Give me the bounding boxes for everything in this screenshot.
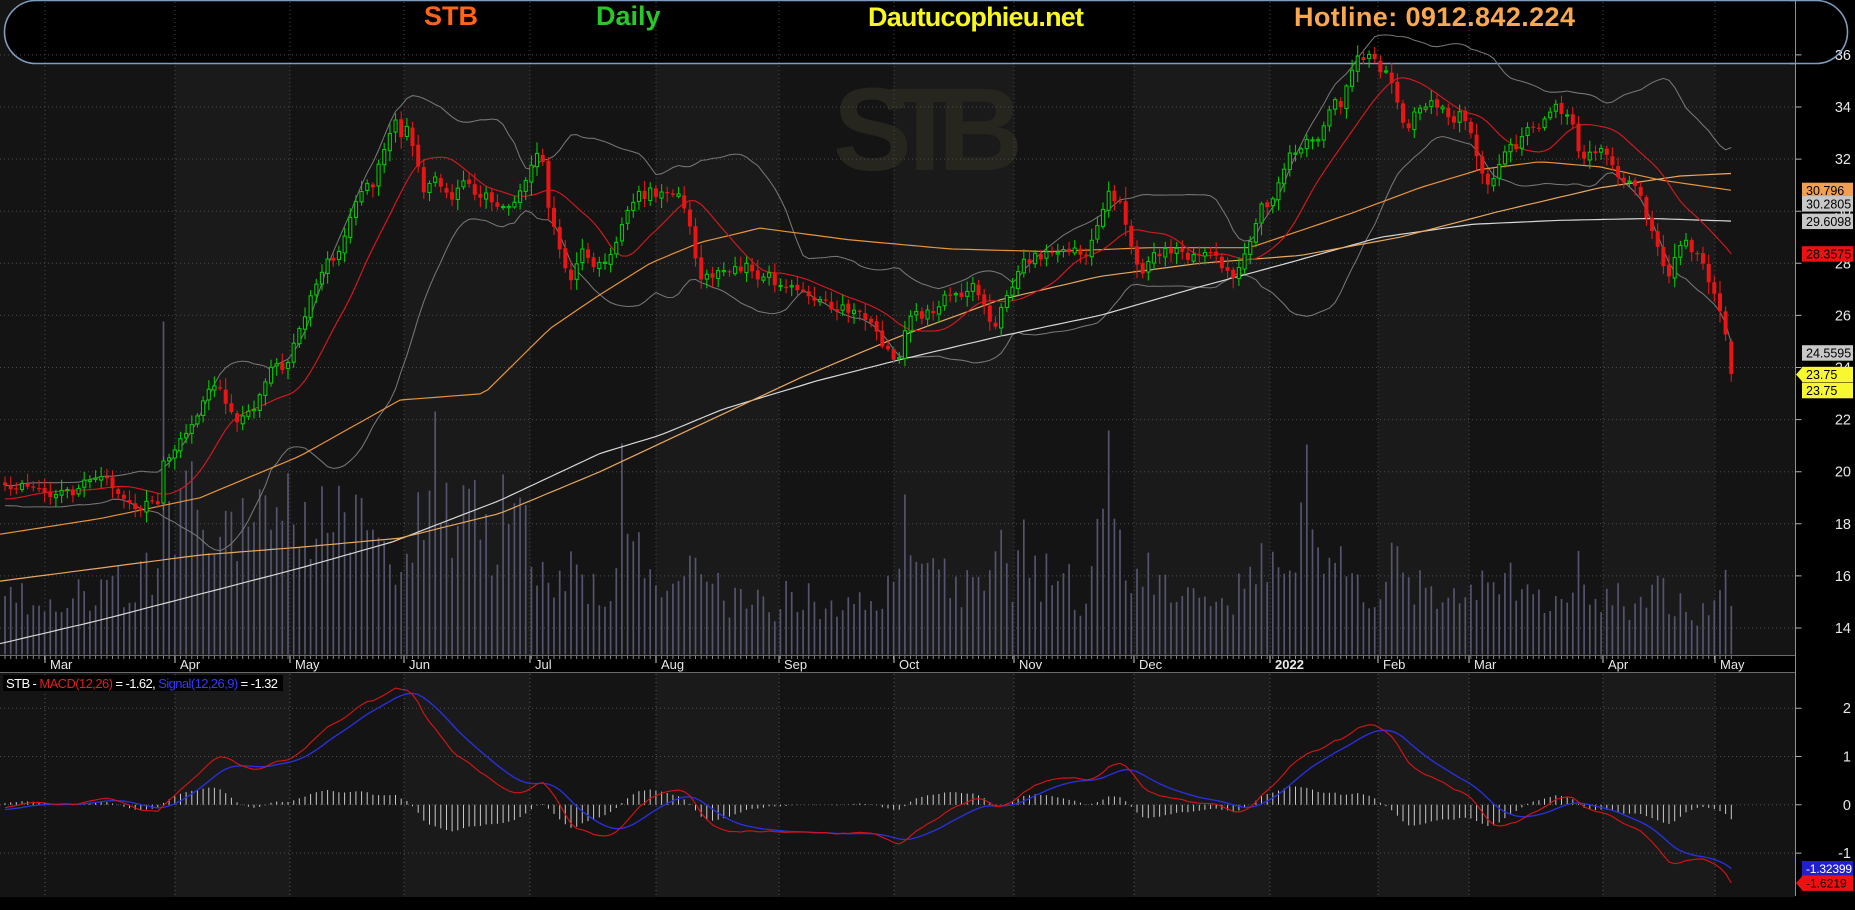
svg-text:30.796: 30.796: [1806, 184, 1844, 198]
svg-text:STB: STB: [833, 64, 1023, 196]
svg-text:Feb: Feb: [1383, 657, 1405, 672]
svg-text:May: May: [295, 657, 320, 672]
svg-text:Hotline: 0912.842.224: Hotline: 0912.842.224: [1294, 2, 1575, 32]
svg-text:Dec: Dec: [1139, 657, 1163, 672]
svg-text:May: May: [1720, 657, 1745, 672]
svg-text:2: 2: [1843, 701, 1851, 717]
svg-text:26: 26: [1835, 308, 1851, 324]
svg-text:-1.32399: -1.32399: [1806, 862, 1852, 876]
svg-text:18: 18: [1835, 517, 1851, 533]
svg-text:Mar: Mar: [50, 657, 73, 672]
svg-text:32: 32: [1835, 152, 1851, 168]
svg-text:Aug: Aug: [661, 657, 684, 672]
svg-text:Jun: Jun: [409, 657, 430, 672]
svg-text:-1.6219: -1.6219: [1806, 877, 1847, 891]
svg-text:Sep: Sep: [784, 657, 807, 672]
svg-text:Oct: Oct: [899, 657, 920, 672]
svg-text:Daily: Daily: [596, 1, 661, 31]
svg-text:Dautucophieu.net: Dautucophieu.net: [868, 2, 1084, 32]
svg-text:1: 1: [1843, 750, 1851, 766]
svg-text:29.6098: 29.6098: [1806, 215, 1851, 229]
svg-text:Nov: Nov: [1019, 657, 1043, 672]
svg-text:0: 0: [1843, 798, 1851, 814]
svg-text:23.75: 23.75: [1806, 384, 1837, 398]
svg-text:20: 20: [1835, 465, 1851, 481]
svg-text:2022: 2022: [1275, 657, 1304, 672]
svg-text:30.2805: 30.2805: [1806, 197, 1851, 211]
svg-text:-1: -1: [1838, 846, 1851, 862]
svg-text:STB: STB: [424, 1, 478, 31]
svg-text:23.75: 23.75: [1806, 368, 1837, 382]
svg-text:Mar: Mar: [1474, 657, 1497, 672]
svg-text:36: 36: [1835, 48, 1851, 64]
svg-text:22: 22: [1835, 413, 1851, 429]
svg-text:Apr: Apr: [180, 657, 201, 672]
svg-text:28.3575: 28.3575: [1806, 248, 1851, 262]
svg-text:24.5595: 24.5595: [1806, 346, 1851, 360]
svg-text:STB - MACD(12,26) = -1.62, Sig: STB - MACD(12,26) = -1.62, Signal(12,26,…: [6, 676, 278, 691]
svg-text:Apr: Apr: [1608, 657, 1629, 672]
svg-text:16: 16: [1835, 569, 1851, 585]
svg-text:14: 14: [1835, 621, 1851, 637]
svg-text:34: 34: [1835, 100, 1851, 116]
svg-text:Jul: Jul: [535, 657, 552, 672]
